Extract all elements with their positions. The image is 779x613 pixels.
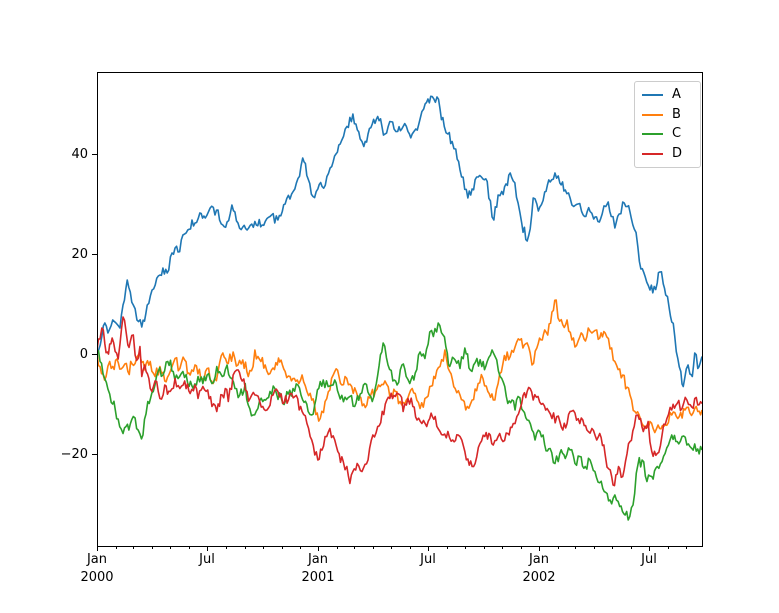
x-year-label-2002: 2002: [522, 570, 556, 585]
x-tick-label-jul2002: Jul: [641, 552, 657, 567]
series-line-A: [97, 95, 702, 388]
legend-entry-C: C: [635, 125, 700, 145]
axes-box: [97, 72, 703, 547]
x-tick-label-jan2000: Jan: [86, 552, 108, 567]
legend-label-C: C: [672, 126, 682, 142]
x-year-label-2000: 2000: [80, 570, 114, 585]
legend-line-sample-C-icon: [642, 133, 663, 136]
x-tick-label-jan2002: Jan: [528, 552, 550, 567]
legend-entry-A: A: [635, 85, 700, 105]
x-tick-label-jan2001: Jan: [307, 552, 329, 567]
legend-line-sample-D-icon: [642, 153, 663, 156]
y-tick-label-20: 20: [71, 247, 88, 262]
legend-entry-B: B: [635, 105, 700, 125]
x-tick-label-jul2001: Jul: [420, 552, 436, 567]
legend-line-sample-B-icon: [642, 113, 663, 116]
legend-line-sample-A-icon: [642, 93, 663, 96]
legend-entry-D: D: [635, 144, 700, 164]
x-tick-label-jul2000: Jul: [199, 552, 215, 567]
legend-label-D: D: [672, 146, 683, 162]
legend-label-B: B: [672, 106, 681, 122]
series-line-D: [97, 316, 702, 487]
y-tick-label-40: 40: [71, 147, 88, 162]
series-line-C: [97, 322, 702, 521]
y-tick-label-m20: −20: [60, 447, 88, 462]
x-year-label-2001: 2001: [301, 570, 335, 585]
legend-label-A: A: [672, 86, 681, 102]
series-line-B: [97, 299, 702, 434]
legend: A B C D: [634, 81, 701, 168]
y-tick-label-0: 0: [79, 347, 88, 362]
